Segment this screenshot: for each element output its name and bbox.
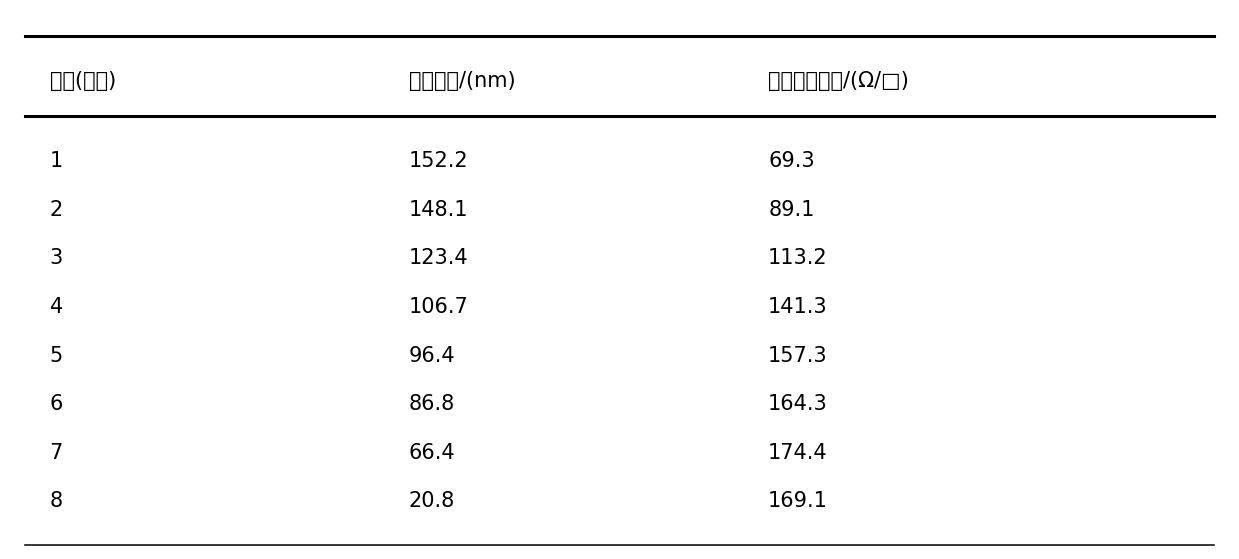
- Text: 1: 1: [50, 151, 63, 171]
- Text: 69.3: 69.3: [768, 151, 815, 171]
- Text: 169.1: 169.1: [768, 491, 828, 511]
- Text: 164.3: 164.3: [768, 394, 828, 414]
- Text: 157.3: 157.3: [768, 345, 828, 366]
- Text: 96.4: 96.4: [409, 345, 456, 366]
- Text: 174.4: 174.4: [768, 443, 828, 463]
- Text: 2: 2: [50, 200, 63, 220]
- Text: 3: 3: [50, 248, 63, 268]
- Text: 66.4: 66.4: [409, 443, 456, 463]
- Text: 152.2: 152.2: [409, 151, 468, 171]
- Text: 141.3: 141.3: [768, 297, 828, 317]
- Text: 89.1: 89.1: [768, 200, 814, 220]
- Text: 4: 4: [50, 297, 63, 317]
- Text: 148.1: 148.1: [409, 200, 468, 220]
- Text: 次数(正面): 次数(正面): [50, 71, 115, 91]
- Text: 113.2: 113.2: [768, 248, 828, 268]
- Text: 7: 7: [50, 443, 63, 463]
- Text: 20.8: 20.8: [409, 491, 455, 511]
- Text: 6: 6: [50, 394, 63, 414]
- Text: 123.4: 123.4: [409, 248, 468, 268]
- Text: 86.8: 86.8: [409, 394, 455, 414]
- Text: 腐蚀后的方阻/(Ω/□): 腐蚀后的方阻/(Ω/□): [768, 71, 909, 91]
- Text: 5: 5: [50, 345, 63, 366]
- Text: 106.7: 106.7: [409, 297, 468, 317]
- Text: 薄膜厚度/(nm): 薄膜厚度/(nm): [409, 71, 515, 91]
- Text: 8: 8: [50, 491, 63, 511]
